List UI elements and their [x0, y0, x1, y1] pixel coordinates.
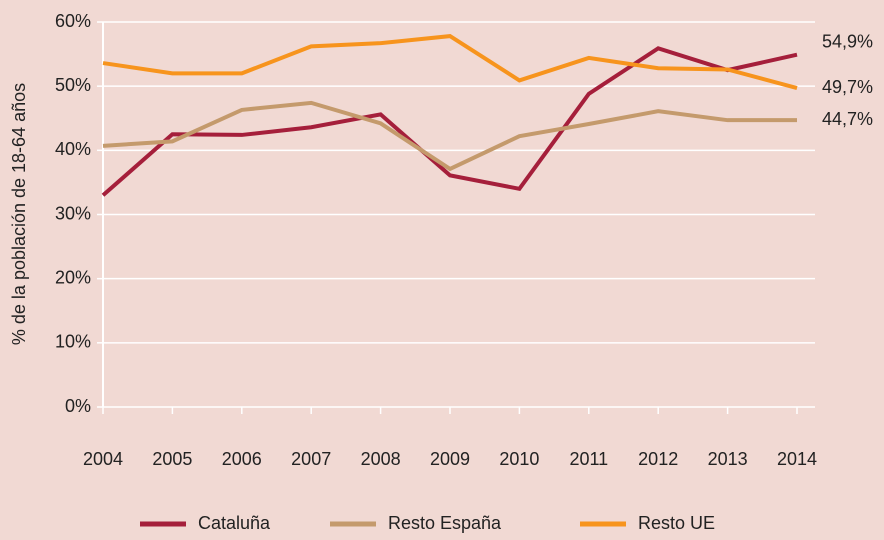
value-label: 44,7%	[822, 109, 873, 129]
value-label: 49,7%	[822, 77, 873, 97]
y-tick-label: 50%	[55, 75, 91, 95]
y-tick-label: 0%	[65, 396, 91, 416]
series-line	[102, 100, 797, 172]
x-tick-label: 2011	[569, 449, 608, 469]
y-tick-label: 10%	[55, 332, 91, 352]
x-tick-label: 2008	[361, 449, 401, 469]
legend-label: Resto España	[388, 513, 502, 533]
x-tick-label: 2010	[499, 449, 539, 469]
x-tick-label: 2014	[777, 449, 817, 469]
x-tick-label: 2013	[708, 449, 748, 469]
y-tick-label: 60%	[55, 11, 91, 31]
y-tick-label: 30%	[55, 203, 91, 223]
legend-label: Resto UE	[638, 513, 715, 533]
x-tick-label: 2004	[83, 449, 123, 469]
x-tick-label: 2012	[638, 449, 678, 469]
x-tick-label: 2006	[222, 449, 262, 469]
y-tick-label: 20%	[55, 267, 91, 287]
series-line	[102, 34, 798, 91]
x-tick-label: 2005	[152, 449, 192, 469]
y-axis-label: % de la población de 18-64 años	[9, 83, 29, 345]
legend-label: Cataluña	[198, 513, 271, 533]
series-line	[101, 46, 798, 197]
y-tick-label: 40%	[55, 139, 91, 159]
x-tick-label: 2009	[430, 449, 470, 469]
value-label: 54,9%	[822, 31, 873, 51]
x-tick-label: 2007	[291, 449, 331, 469]
